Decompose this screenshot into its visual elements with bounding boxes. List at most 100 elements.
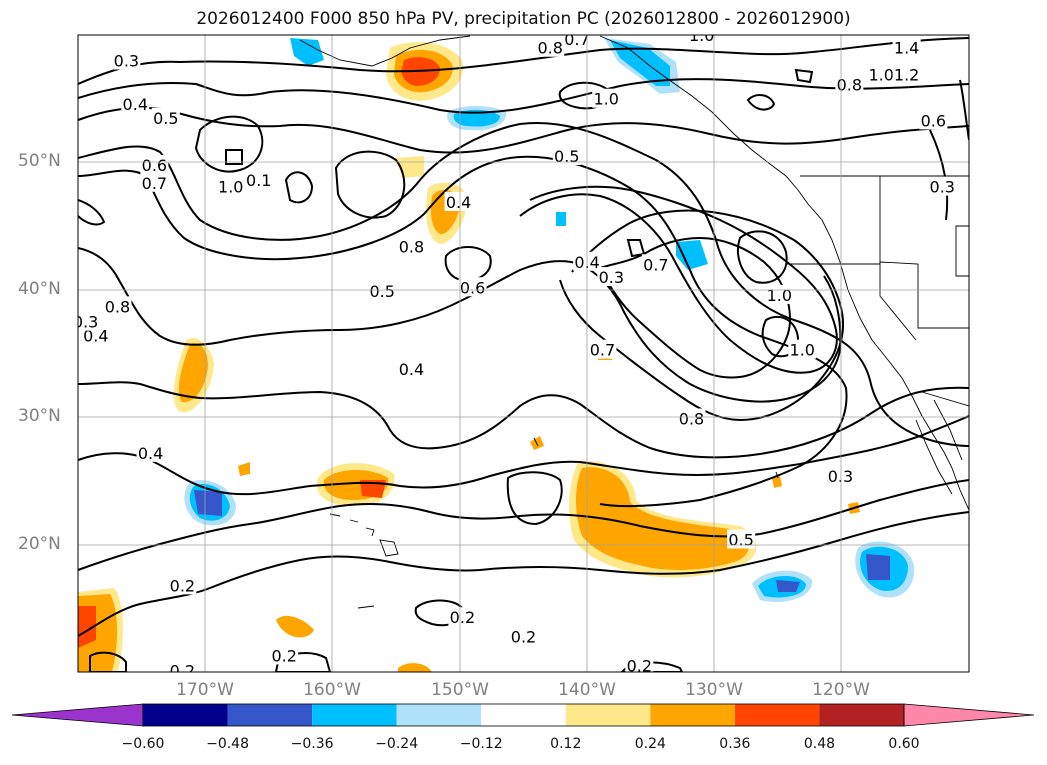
contour-label: 0.2	[168, 660, 197, 681]
pv-contour-n	[194, 115, 264, 173]
lon-label-160w: 160°W	[303, 680, 361, 700]
contour-label-text: 0.8	[105, 297, 130, 316]
colorbar-segment	[312, 704, 397, 726]
contour-label-background	[919, 110, 948, 130]
contour-label-text: 0.5	[153, 109, 178, 128]
contour-label: 0.5	[552, 146, 581, 166]
colorbar-frame	[142, 703, 905, 727]
pv-contour-j	[78, 381, 969, 459]
contour-label-background	[244, 170, 273, 190]
colorbar-tick-label: 0.48	[803, 736, 836, 752]
contour-label-text: 0.2	[170, 662, 195, 681]
pv-contour-k	[78, 415, 969, 496]
contour-label: 0.2	[509, 626, 538, 646]
alaska-coast	[299, 35, 471, 67]
contour-label-text: 0.4	[446, 193, 471, 212]
colorbar-segment	[650, 704, 735, 726]
colorbar-extend-max	[903, 703, 1035, 727]
colorbar-tick-label: 0.36	[719, 736, 751, 752]
pv-contour-q	[284, 171, 314, 204]
contour-label: 0.8	[835, 74, 864, 95]
island-point-2	[533, 437, 539, 447]
contour-label: 0.8	[677, 408, 706, 428]
contour-label-text: 0.8	[538, 39, 563, 58]
contour-label-text: 0.4	[123, 95, 148, 114]
contour-label: 0.2	[168, 575, 197, 595]
contour-label-text: 0.2	[170, 576, 195, 595]
contour-label: 0.3	[73, 311, 100, 332]
contour-label-background	[151, 107, 180, 127]
precip-anomaly-southwest-positive	[78, 588, 123, 672]
contour-label-text: 0.5	[554, 147, 579, 166]
contour-label-text: 0.5	[369, 282, 394, 301]
contour-label-text: 0.4	[399, 360, 424, 379]
precip-anomaly-southeast-negative	[752, 570, 813, 602]
contour-label-background	[536, 37, 565, 57]
contour-label-background	[103, 296, 132, 316]
contour-label-background	[397, 236, 426, 256]
contour-label: 0.3	[928, 176, 957, 197]
colorbar-segment	[819, 704, 904, 726]
contour-label-background	[448, 607, 477, 627]
us-west-coast	[807, 203, 969, 511]
lon-label-170w: 170°W	[176, 680, 234, 700]
contour-label: 0.7	[588, 339, 617, 360]
pv-contour-l	[78, 479, 969, 571]
lat-label-30n: 30°N	[18, 406, 61, 426]
contour-label-background	[677, 408, 706, 428]
contour-label-text: 0.5	[728, 531, 753, 550]
contour-label-text: 0.3	[73, 313, 98, 332]
pv-contour-h	[559, 209, 844, 422]
contour-label-text: 0.8	[679, 409, 704, 428]
colorbar-tick-label: −0.24	[375, 736, 419, 752]
contour-label-background	[121, 93, 150, 113]
alaska-panhandle-coast	[599, 35, 809, 205]
pv-contour-c	[78, 106, 969, 154]
pv-contour-o	[225, 149, 243, 165]
contour-label-background	[270, 645, 299, 665]
pv-contour-ad	[78, 199, 106, 226]
contour-label-background	[458, 277, 487, 297]
contour-label: 0.8	[536, 37, 565, 58]
contour-label-text: 0.1	[246, 171, 271, 190]
contour-label-text: 0.7	[564, 30, 589, 49]
contour-label: 0.4	[444, 191, 473, 212]
contour-label-background	[140, 154, 169, 174]
contour-label-text: 1.0	[868, 65, 893, 84]
pv-contour-ae	[959, 79, 969, 141]
contour-label-background	[928, 176, 957, 196]
contour-label: 0.2	[448, 607, 477, 627]
contour-label-text: 0.2	[627, 657, 652, 676]
pv-contour-x	[794, 68, 814, 84]
contour-label-background	[727, 529, 756, 549]
contour-label-background	[625, 655, 654, 672]
contour-label-background	[168, 660, 197, 672]
contour-label-text: 0.7	[643, 255, 668, 274]
contour-label: 1.0	[867, 64, 896, 84]
lon-label-120w: 120°W	[812, 680, 870, 700]
contour-label: 1.4	[892, 37, 921, 58]
pv-contour-t	[737, 230, 788, 284]
contour-label-background	[168, 575, 197, 595]
contour-label-text: 0.7	[590, 341, 615, 360]
contour-label: 0.7	[562, 30, 591, 49]
colorbar	[11, 703, 1035, 727]
contour-label-text: 0.6	[142, 156, 167, 175]
contour-label: 0.1	[244, 170, 273, 190]
contour-label: 0.5	[727, 529, 756, 550]
precip-anomaly-south-positive	[276, 615, 314, 638]
state-border-2	[879, 261, 969, 329]
contour-label: 0.5	[151, 107, 180, 128]
colorbar-segment	[565, 704, 651, 726]
coastlines	[299, 35, 969, 609]
contour-label: 1.2	[892, 64, 921, 84]
mexico-border	[921, 391, 969, 407]
lon-label-130w: 130°W	[685, 680, 743, 700]
precip-anomaly-central-negative	[556, 212, 566, 226]
contour-label: 0.4	[397, 358, 426, 379]
contour-label: 0.6	[140, 154, 169, 175]
pv-contour-e	[78, 155, 848, 508]
precip-anomaly-far-east-negative	[855, 541, 915, 598]
contour-label-text: 0.4	[138, 444, 163, 463]
contour-label: 0.6	[919, 110, 948, 130]
